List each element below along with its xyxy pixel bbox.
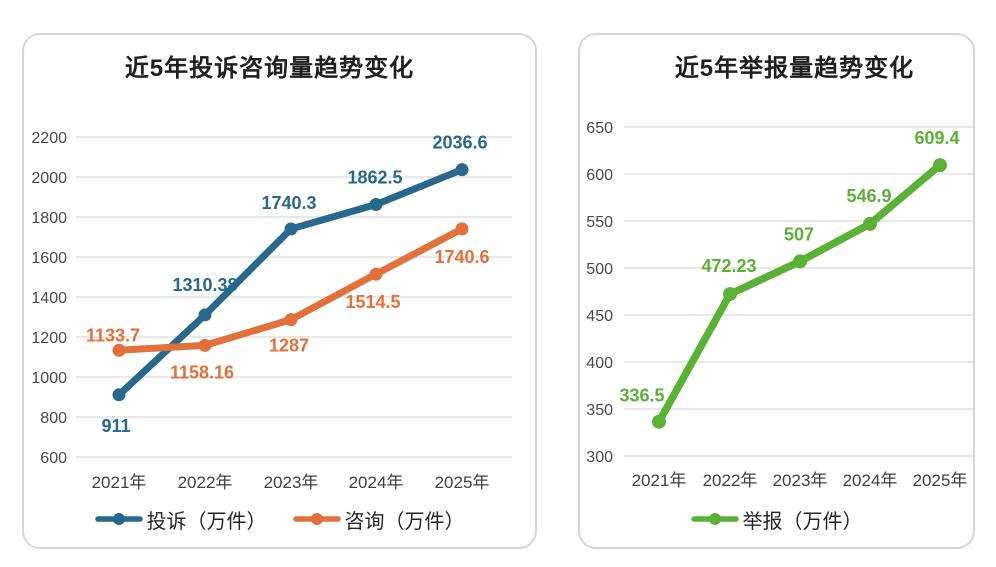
data-point-label: 507 <box>784 224 814 244</box>
data-point-marker <box>198 338 212 352</box>
data-point-label: 1862.5 <box>347 168 402 188</box>
x-axis-tick-label: 2021年 <box>92 473 147 492</box>
data-point-label: 1740.3 <box>261 193 316 213</box>
legend-line-marker-icon <box>690 513 739 525</box>
legend-series-name: 举报（万件） <box>742 510 863 533</box>
right-chart-title: 近5年举报量趋势变化 <box>674 55 915 82</box>
data-point-marker <box>369 198 383 211</box>
complaint-consult-plot: 2200 2000 1800 1600 1400 1200 1000 800 600 2021年 2… <box>31 130 512 492</box>
legend-line-marker-icon <box>292 513 341 525</box>
y-axis-tick-label: 1000 <box>31 370 67 387</box>
data-point-label: 1158.16 <box>170 362 234 382</box>
data-point-marker <box>284 313 298 327</box>
data-point-label: 609.4 <box>914 128 959 148</box>
left-chart-title: 近5年投诉咨询量趋势变化 <box>124 55 415 82</box>
y-axis-tick-label: 350 <box>586 402 613 419</box>
data-point-label: 1740.6 <box>434 247 489 267</box>
data-point-marker <box>112 388 126 402</box>
y-axis-tick-label: 400 <box>586 355 613 372</box>
x-axis-tick-label: 2024年 <box>349 473 404 492</box>
y-axis-tick-label: 500 <box>586 261 613 278</box>
legend-item: 投诉（万件） <box>94 505 267 534</box>
y-axis-tick-label: 450 <box>586 308 613 325</box>
report-trend-card: 近5年举报量趋势变化 650 600 550 500 450 400 350 300 2021年… <box>578 33 975 549</box>
legend-series-name: 投诉（万件） <box>146 510 267 533</box>
y-axis-tick-label: 2200 <box>31 130 67 147</box>
y-axis-tick-label: 1800 <box>31 210 67 227</box>
left-chart-legend: 投诉（万件） 咨询（万件） <box>24 503 535 535</box>
y-axis-tick-label: 1400 <box>31 290 67 307</box>
x-axis-tick-label: 2025年 <box>435 473 490 492</box>
data-point-label: 336.5 <box>619 386 664 406</box>
data-point-marker <box>284 222 298 236</box>
data-point-marker <box>723 287 737 302</box>
data-point-label: 911 <box>101 416 130 436</box>
series-line <box>655 161 944 426</box>
data-point-label: 1310.38 <box>172 275 237 295</box>
right-chart-legend: 举报（万件） <box>580 503 973 535</box>
report-plot: 650 600 550 500 450 400 350 300 2021年 2022年 2023年 2… <box>586 120 973 490</box>
y-axis-tick-label: 2000 <box>31 170 67 187</box>
y-axis-tick-label: 1600 <box>31 250 67 267</box>
data-point-marker <box>455 163 469 177</box>
y-axis-tick-label: 600 <box>586 167 613 184</box>
data-point-marker <box>112 343 126 357</box>
legend-series-name: 咨询（万件） <box>344 510 465 533</box>
complaint-consult-trend-card: 近5年投诉咨询量趋势变化 2200 2000 1800 1600 1400 1200 100… <box>22 33 537 549</box>
y-axis-tick-label: 300 <box>586 449 613 466</box>
x-axis-tick-label: 2022年 <box>178 473 233 492</box>
legend-line-marker-icon <box>94 513 143 525</box>
x-axis-tick-label: 2025年 <box>913 471 968 490</box>
data-point-marker <box>198 308 212 322</box>
data-point-marker <box>455 222 469 236</box>
y-axis-tick-label: 600 <box>40 450 67 467</box>
y-axis-tick-label: 800 <box>40 410 67 427</box>
x-axis-tick-label: 2023年 <box>264 473 319 492</box>
data-point-label: 2036.6 <box>432 133 487 153</box>
data-point-label: 1133.7 <box>86 325 140 345</box>
data-point-label: 472.23 <box>701 256 756 276</box>
data-point-marker <box>863 216 877 231</box>
data-point-label: 1287 <box>269 336 309 356</box>
y-axis-tick-label: 1200 <box>31 330 67 347</box>
data-point-label: 546.9 <box>846 186 891 206</box>
data-point-marker <box>652 414 666 429</box>
y-axis-tick-label: 650 <box>586 120 613 137</box>
series-line <box>115 225 466 354</box>
data-point-marker <box>369 267 383 281</box>
data-point-marker <box>933 158 947 173</box>
y-axis-tick-label: 550 <box>586 214 613 231</box>
data-point-marker <box>793 254 807 269</box>
x-axis-tick-label: 2021年 <box>632 471 687 490</box>
legend-item: 举报（万件） <box>690 505 863 534</box>
x-axis-tick-label: 2022年 <box>703 471 758 490</box>
x-axis-tick-label: 2023年 <box>773 471 828 490</box>
data-point-label: 1514.5 <box>345 292 400 312</box>
legend-item: 咨询（万件） <box>292 505 465 534</box>
x-axis-tick-label: 2024年 <box>843 471 898 490</box>
